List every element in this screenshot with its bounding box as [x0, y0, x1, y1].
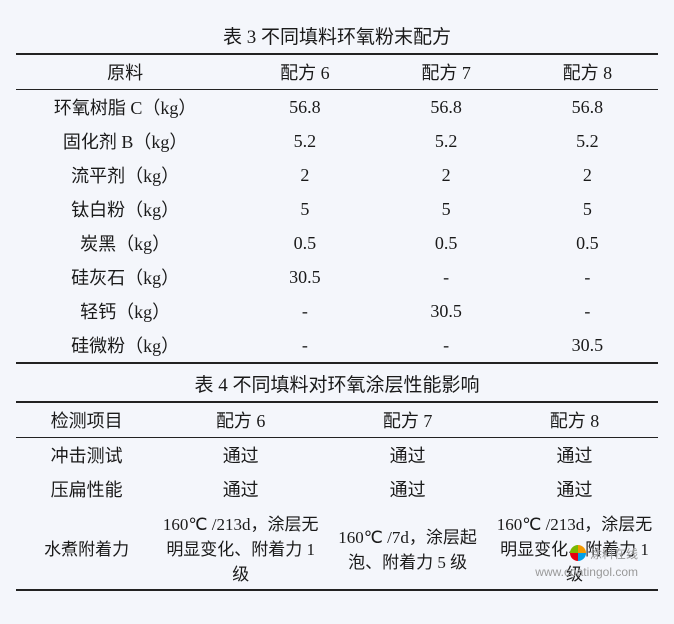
watermark-domain: www.coatingol.com [535, 565, 638, 579]
t3r7c0: 硅微粉（kg） [16, 328, 234, 363]
t3r5c3: - [517, 260, 658, 294]
t3r5c1: 30.5 [234, 260, 375, 294]
t3r1c2: 5.2 [376, 124, 517, 158]
table-row: 钛白粉（kg） 5 5 5 [16, 192, 658, 226]
t3r2c3: 2 [517, 158, 658, 192]
t3r5c0: 硅灰石（kg） [16, 260, 234, 294]
t4r1c1: 通过 [157, 472, 324, 506]
t3r4c2: 0.5 [376, 226, 517, 260]
watermark-brand: 涂料在线 [590, 547, 638, 561]
table-row: 环氧树脂 C（kg） 56.8 56.8 56.8 [16, 90, 658, 125]
table-row: 压扁性能 通过 通过 通过 [16, 472, 658, 506]
t3r4c0: 炭黑（kg） [16, 226, 234, 260]
t4r2c0: 水煮附着力 [16, 506, 157, 590]
t4r1c2: 通过 [324, 472, 491, 506]
table4-h2: 配方 7 [324, 402, 491, 438]
table-row: 冲击测试 通过 通过 通过 [16, 438, 658, 473]
t3r0c1: 56.8 [234, 90, 375, 125]
t3r3c3: 5 [517, 192, 658, 226]
t3r1c0: 固化剂 B（kg） [16, 124, 234, 158]
t3r1c1: 5.2 [234, 124, 375, 158]
table3-header-row: 原料 配方 6 配方 7 配方 8 [16, 54, 658, 90]
t3r2c2: 2 [376, 158, 517, 192]
table-row: 硅微粉（kg） - - 30.5 [16, 328, 658, 363]
t4r0c3: 通过 [491, 438, 658, 473]
table4-h0: 检测项目 [16, 402, 157, 438]
t4r1c0: 压扁性能 [16, 472, 157, 506]
table3-h0: 原料 [16, 54, 234, 90]
table4-h1: 配方 6 [157, 402, 324, 438]
table-row: 轻钙（kg） - 30.5 - [16, 294, 658, 328]
t3r6c1: - [234, 294, 375, 328]
table3-title: 表 3 不同填料环氧粉末配方 [16, 22, 658, 49]
t3r3c2: 5 [376, 192, 517, 226]
table-row: 硅灰石（kg） 30.5 - - [16, 260, 658, 294]
t3r6c3: - [517, 294, 658, 328]
t4r1c3: 通过 [491, 472, 658, 506]
table3-h2: 配方 7 [376, 54, 517, 90]
t4r0c2: 通过 [324, 438, 491, 473]
t3r7c1: - [234, 328, 375, 363]
table4-header-row: 检测项目 配方 6 配方 7 配方 8 [16, 402, 658, 438]
t4r2c2: 160℃ /7d，涂层起泡、附着力 5 级 [324, 506, 491, 590]
table3-h1: 配方 6 [234, 54, 375, 90]
table-row: 炭黑（kg） 0.5 0.5 0.5 [16, 226, 658, 260]
t3r2c0: 流平剂（kg） [16, 158, 234, 192]
t4r2c1: 160℃ /213d，涂层无明显变化、附着力 1 级 [157, 506, 324, 590]
t3r3c1: 5 [234, 192, 375, 226]
t4r0c1: 通过 [157, 438, 324, 473]
t3r1c3: 5.2 [517, 124, 658, 158]
t3r3c0: 钛白粉（kg） [16, 192, 234, 226]
table3: 原料 配方 6 配方 7 配方 8 环氧树脂 C（kg） 56.8 56.8 5… [16, 53, 658, 364]
watermark: 涂料在线 www.coatingol.com [535, 545, 638, 579]
logo-icon [570, 545, 586, 564]
t3r4c3: 0.5 [517, 226, 658, 260]
table-row: 固化剂 B（kg） 5.2 5.2 5.2 [16, 124, 658, 158]
t3r6c2: 30.5 [376, 294, 517, 328]
table4-title: 表 4 不同填料对环氧涂层性能影响 [16, 370, 658, 397]
t3r0c0: 环氧树脂 C（kg） [16, 90, 234, 125]
t3r7c2: - [376, 328, 517, 363]
t3r5c2: - [376, 260, 517, 294]
t3r4c1: 0.5 [234, 226, 375, 260]
table4-h3: 配方 8 [491, 402, 658, 438]
t3r7c3: 30.5 [517, 328, 658, 363]
table3-h3: 配方 8 [517, 54, 658, 90]
table-row: 流平剂（kg） 2 2 2 [16, 158, 658, 192]
t3r6c0: 轻钙（kg） [16, 294, 234, 328]
t3r0c3: 56.8 [517, 90, 658, 125]
t3r0c2: 56.8 [376, 90, 517, 125]
t3r2c1: 2 [234, 158, 375, 192]
t4r0c0: 冲击测试 [16, 438, 157, 473]
